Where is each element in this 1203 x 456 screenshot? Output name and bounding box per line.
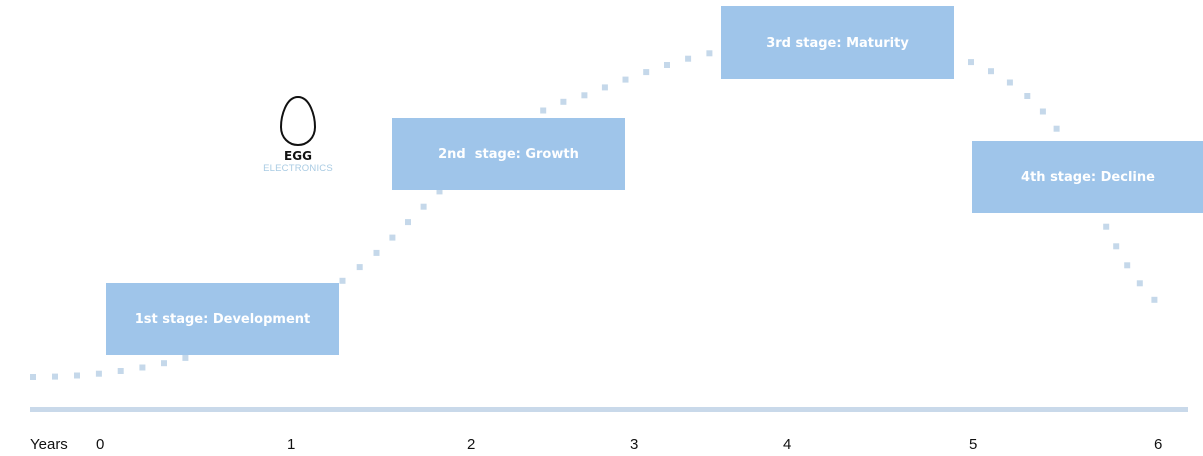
axis-tick-3: 3 (630, 436, 639, 453)
curve-dot (405, 219, 411, 226)
curve-dot (117, 368, 124, 374)
curve-dot (339, 277, 346, 284)
curve-dot (988, 68, 994, 75)
stage-3-box: 3rd stage: Maturity (721, 6, 954, 79)
stage-2-box: 2nd stage: Growth (392, 118, 625, 190)
curve-dot (560, 98, 567, 105)
curve-dot (1113, 243, 1120, 250)
curve-dot (420, 203, 427, 210)
curve-dot (1151, 296, 1158, 303)
curve-dot (1053, 125, 1060, 132)
curve-dot (540, 107, 547, 114)
curve-dot (643, 69, 650, 76)
curve-dot (95, 370, 102, 377)
axis-tick-1: 1 (287, 436, 296, 453)
curve-dot (601, 84, 608, 91)
stage-2-label: 2nd stage: Growth (438, 146, 579, 162)
curve-dot (182, 354, 189, 361)
curve-dot (622, 76, 629, 83)
stage-4-label: 4th stage: Decline (1021, 169, 1155, 185)
curve-dot (1024, 93, 1031, 99)
timeline-axis-line (30, 407, 1188, 412)
curve-dot (706, 50, 713, 57)
curve-dot (74, 372, 80, 379)
curve-dot (139, 364, 146, 371)
curve-dot (968, 59, 974, 66)
axis-tick-5: 5 (969, 436, 978, 453)
axis-tick-6: 6 (1154, 436, 1163, 453)
curve-dot (581, 92, 588, 99)
curve-dot (1039, 108, 1046, 115)
curve-dot (30, 374, 36, 380)
stage-1-box: 1st stage: Development (106, 283, 339, 355)
egg-electronics-logo: EGG ELECTRONICS (250, 94, 346, 186)
curve-dot (1136, 280, 1143, 287)
curve-dot (1124, 262, 1131, 269)
axis-tick-2: 2 (467, 436, 476, 453)
logo-name: EGG (284, 149, 312, 163)
curve-dot (1103, 223, 1110, 230)
curve-dot (373, 249, 380, 256)
stage-1-label: 1st stage: Development (134, 311, 311, 327)
curve-dot (161, 360, 167, 367)
logo-subtitle: ELECTRONICS (263, 163, 333, 174)
curve-dot (1006, 79, 1013, 86)
axis-unit-label: Years (30, 436, 68, 453)
stage-3-label: 3rd stage: Maturity (766, 36, 909, 51)
axis-tick-4: 4 (783, 436, 792, 453)
curve-dot (685, 55, 692, 62)
egg-icon (279, 95, 317, 147)
axis-tick-0: 0 (96, 436, 105, 453)
stage-4-box: 4th stage: Decline (972, 141, 1203, 213)
curve-dot (436, 188, 443, 195)
curve-dot (664, 62, 670, 68)
curve-dot (356, 264, 363, 271)
curve-dot (52, 373, 58, 380)
curve-dot (389, 234, 396, 241)
